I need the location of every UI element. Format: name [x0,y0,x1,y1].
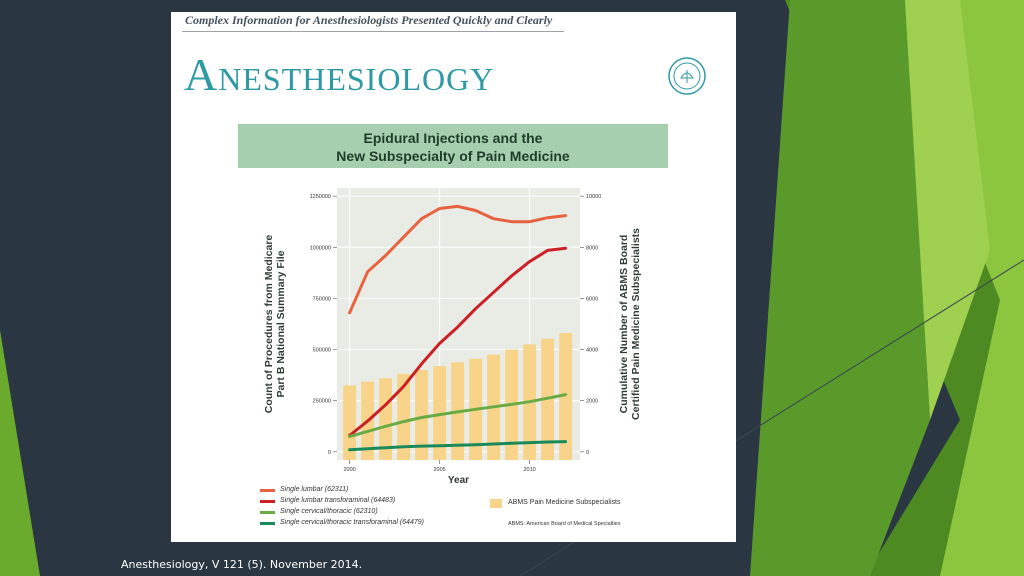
legend-swatch [260,522,275,525]
legend-swatch [260,511,275,514]
bar-abms-subspecialists [415,370,429,460]
figure-title-line-1: Epidural Injections and the [363,130,543,146]
slide-caption: Anesthesiology, V 121 (5). November 2014… [121,558,363,571]
journal-title: Anesthesiology [184,49,495,100]
series-line-3 [348,440,568,452]
y-tick-label: 500000 [313,348,331,354]
legend-label: Single cervical/thoracic (62310) [280,508,378,515]
x-tick-label: 2005 [433,467,445,473]
asa-seal-icon [668,57,706,95]
bar-abms-subspecialists [379,378,393,460]
figure-footnote: ABMS: American Board of Medical Specialt… [508,521,621,527]
x-tick-label: 2000 [343,467,355,473]
legend-label: Single cervical/thoracic transforaminal … [280,519,424,526]
y2-tick-label: 6000 [586,296,598,302]
chart: 0 250000 500000 750000 1000000 1250000 0 2000 40… [263,188,642,483]
y2-tick-label: 10000 [586,194,601,200]
legend-label: Single lumbar (62311) [280,486,349,493]
bar-abms-subspecialists [559,332,573,460]
y2-tick-label: 0 [586,450,589,456]
journal-cover-panel: Complex Information for Anesthesiologist… [171,12,736,542]
y-tick-label: 750000 [313,296,331,302]
legend-label: Single lumbar transforaminal (64483) [280,497,396,504]
chart-legend: Single lumbar (62311) Single lumbar trans… [260,485,670,539]
figure-title: Epidural Injections and the New Subspeci… [238,124,668,168]
series-line-2 [348,393,568,438]
journal-tagline: Complex Information for Anesthesiologist… [185,13,553,27]
y2-tick-label: 2000 [586,399,598,405]
y-axis-title: Count of Procedures from MedicarePart B … [263,235,287,414]
y2-tick-label: 4000 [586,348,598,354]
bar-abms-subspecialists [397,373,411,460]
y-tick-label: 0 [328,450,331,456]
y-tick-label: 1250000 [310,194,331,200]
legend-swatch [260,500,275,503]
legend-swatch [490,499,502,508]
y2-tick-label: 8000 [586,245,598,251]
legend-label: ABMS Pain Medicine Subspecialists [508,499,621,506]
tagline-divider [182,31,564,32]
x-tick-label: 2010 [523,467,535,473]
series-line-0 [348,204,568,315]
figure: Epidural Injections and the New Subspeci… [238,124,668,539]
bar-abms-subspecialists [343,385,357,460]
x-axis-title: Year [448,475,469,483]
y2-axis-title: Cumulative Number of ABMS BoardCertified… [618,228,642,420]
y-tick-label: 1000000 [310,245,331,251]
y-tick-label: 250000 [313,399,331,405]
series-line-1 [348,246,568,437]
legend-swatch [260,489,275,492]
figure-title-line-2: New Subspecialty of Pain Medicine [336,148,570,164]
